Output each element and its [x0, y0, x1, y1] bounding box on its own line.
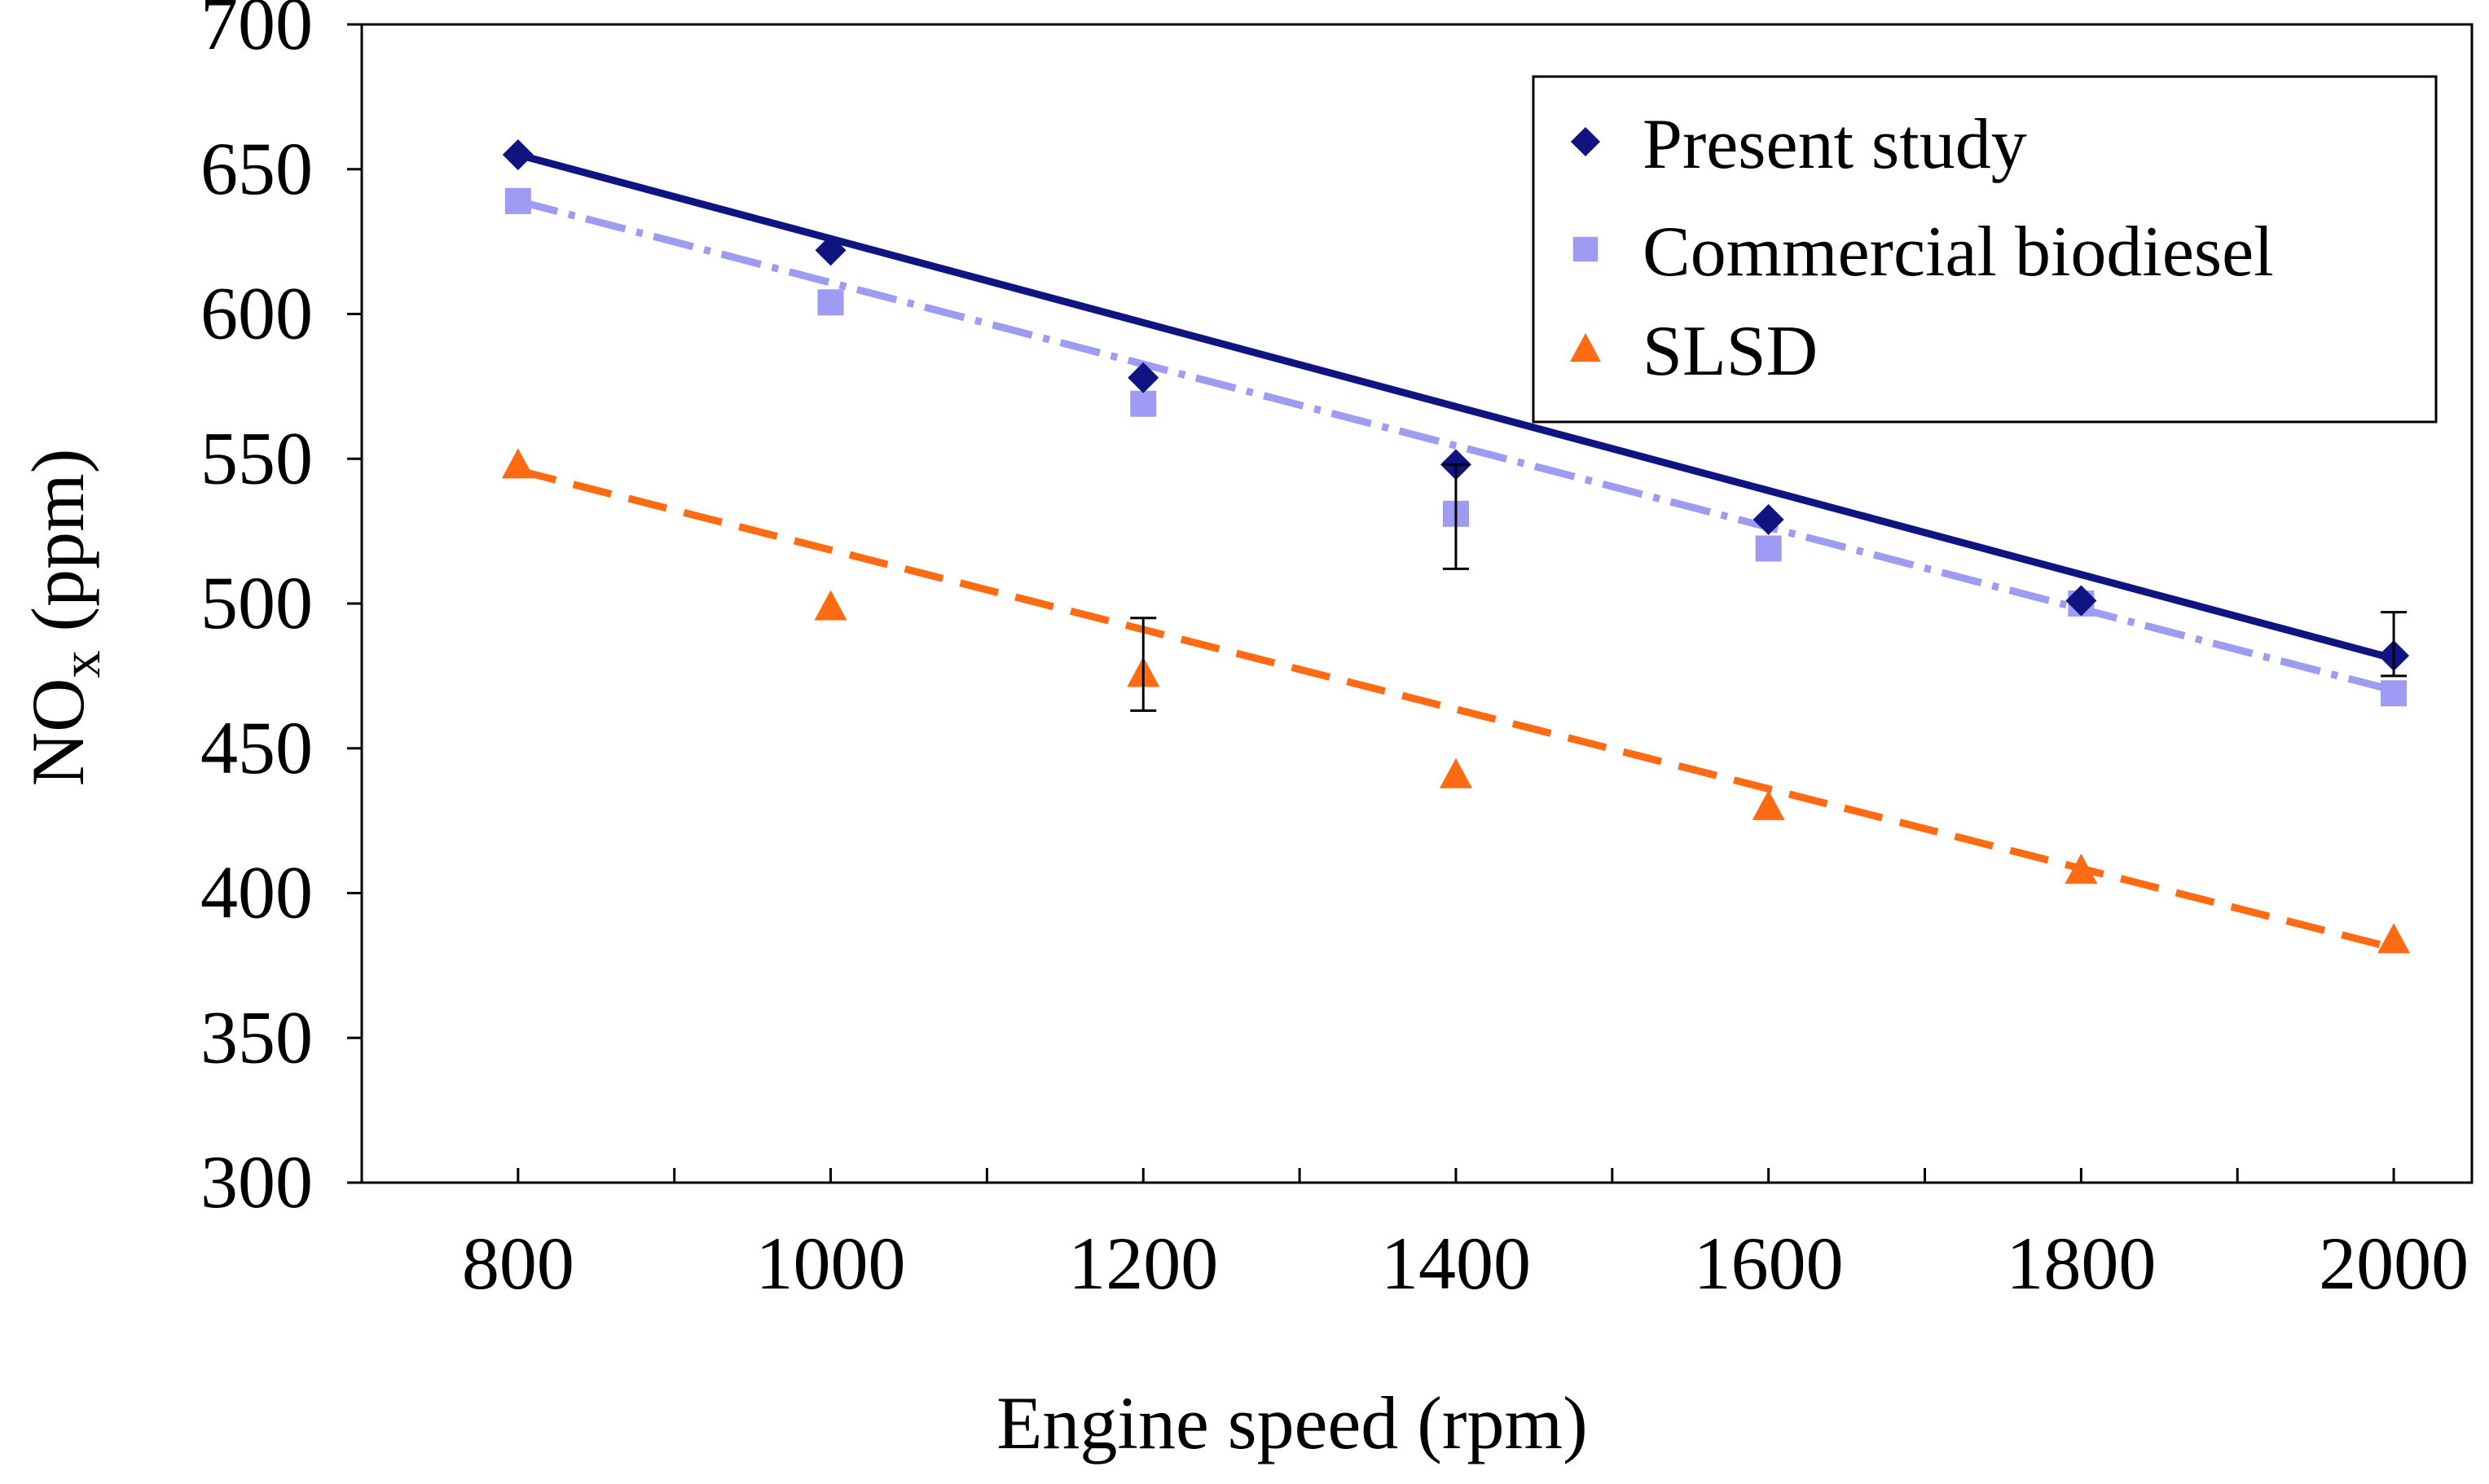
- point-slsd: [1752, 789, 1785, 820]
- legend-item-slsd: SLSD: [1570, 312, 1818, 391]
- y-tick-label: 700: [200, 0, 313, 65]
- legend-marker-commercial-biodiesel: [1572, 236, 1599, 262]
- legend-label-commercial-biodiesel: Commercial biodiesel: [1642, 213, 2274, 292]
- error-bars: [1130, 463, 2408, 713]
- point-present-study: [502, 138, 534, 170]
- y-tick-label: 500: [200, 561, 313, 644]
- point-commercial-biodiesel: [504, 187, 531, 214]
- point-present-study: [1752, 503, 1784, 535]
- point-present-study: [815, 235, 847, 266]
- legend-label-slsd: SLSD: [1642, 312, 1818, 391]
- point-present-study: [1128, 362, 1159, 393]
- point-commercial-biodiesel: [2381, 680, 2408, 707]
- legend-item-commercial-biodiesel: Commercial biodiesel: [1572, 213, 2274, 292]
- x-tick-label: 1000: [756, 1222, 906, 1305]
- legend-label-present-study: Present study: [1642, 105, 2027, 184]
- point-slsd: [814, 590, 847, 621]
- x-tick-label: 1200: [1068, 1222, 1218, 1305]
- point-slsd: [2065, 854, 2098, 885]
- x-tick-label: 1800: [2006, 1222, 2156, 1305]
- legend-marker-slsd: [1570, 333, 1601, 362]
- point-commercial-biodiesel: [817, 289, 844, 316]
- point-commercial-biodiesel: [1130, 390, 1157, 417]
- x-tick-label: 1600: [1694, 1222, 1844, 1305]
- y-tick-label: 400: [200, 851, 313, 934]
- point-commercial-biodiesel: [1755, 535, 1782, 562]
- y-tick-label: 450: [200, 706, 313, 789]
- x-tick-label: 800: [462, 1222, 574, 1305]
- x-axis-ticks: 800 1000 1200 1400 1600 1800 2000: [462, 1168, 2469, 1305]
- point-slsd: [1439, 757, 1472, 788]
- point-slsd: [501, 448, 534, 479]
- y-axis-title-main: NO: [16, 678, 99, 786]
- y-tick-label: 600: [200, 272, 313, 355]
- legend-box: [1532, 75, 2438, 424]
- x-tick-label: 1400: [1381, 1222, 1531, 1305]
- point-slsd: [2377, 923, 2411, 954]
- x-tick-label: 2000: [2319, 1222, 2469, 1305]
- x-axis-title: Engine speed (rpm): [996, 1381, 1588, 1464]
- point-present-study: [2065, 585, 2097, 617]
- y-tick-label: 650: [200, 127, 313, 210]
- legend-marker-present-study: [1570, 126, 1601, 157]
- y-axis-title: NOx (ppm): [16, 449, 112, 787]
- y-tick-label: 300: [200, 1140, 313, 1223]
- y-axis-title-subscript: x: [50, 650, 112, 678]
- y-axis-ticks: 300 350 400 450 500 550 600 650 700: [200, 0, 362, 1223]
- y-axis-title-units: (ppm): [16, 449, 99, 651]
- y-tick-label: 350: [200, 995, 313, 1078]
- y-tick-label: 550: [200, 416, 313, 499]
- legend: Present study Commercial biodiesel SLSD: [1532, 75, 2438, 424]
- legend-item-present-study: Present study: [1570, 105, 2027, 184]
